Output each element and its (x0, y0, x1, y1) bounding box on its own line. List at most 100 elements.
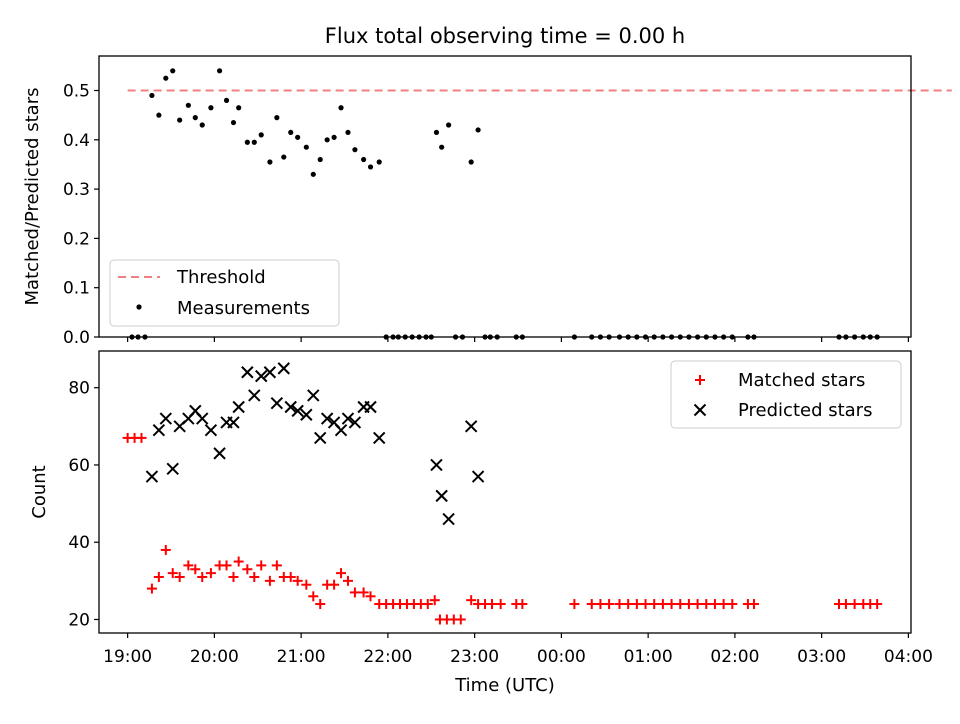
predicted-point (166, 462, 179, 476)
bottom-panel: 20 40 60 80 19:00 20:00 21:00 22:00 23:00 00:00 0… (29, 350, 933, 696)
predicted-point (314, 431, 327, 445)
matched-point (495, 599, 506, 610)
legend-matched-label: Matched stars (738, 370, 865, 391)
top-panel: 0.0 0.1 0.2 0.3 0.4 0.5 Matched/Predicted sta… (22, 55, 952, 348)
measurement-point (310, 171, 316, 177)
measurement-point (288, 129, 294, 136)
measurement-point (331, 134, 337, 140)
top-ytick-label: 0.4 (63, 131, 90, 151)
matched-point (631, 599, 642, 610)
top-ytick-label: 0.3 (63, 180, 90, 200)
matched-point (517, 599, 528, 610)
measurement-point (367, 164, 374, 170)
predicted-point (204, 423, 218, 437)
matched-point (872, 599, 883, 610)
predicted-point (232, 400, 245, 414)
measurement-point (274, 115, 280, 121)
predicted-point (255, 369, 268, 383)
xtick-label: 02:00 (710, 647, 759, 667)
top-y-ticks: 0.0 0.1 0.2 0.3 0.4 0.5 (63, 82, 99, 348)
predicted-point (263, 366, 277, 379)
matched-point (675, 599, 686, 610)
matched-point (228, 571, 239, 582)
matched-point (242, 564, 253, 575)
matched-point (349, 587, 360, 598)
xtick-label: 21:00 (277, 647, 326, 667)
matched-point (649, 599, 660, 610)
predicted-point (291, 404, 304, 418)
xtick-label: 01:00 (624, 647, 673, 667)
xtick-label: 00:00 (537, 647, 586, 667)
legend-threshold-label: Threshold (176, 267, 266, 288)
matched-point (358, 587, 369, 598)
matched-point (249, 571, 260, 582)
matched-point (840, 599, 851, 610)
xtick-label: 19:00 (103, 647, 152, 667)
measurement-point (468, 159, 474, 165)
top-axes-frame (98, 55, 912, 338)
xtick-label: 03:00 (797, 647, 846, 667)
bottom-ytick-label: 40 (68, 533, 90, 553)
measurement-point (475, 127, 481, 133)
legend-matched-marker (695, 375, 705, 385)
bottom-ytick-label: 80 (68, 379, 90, 399)
matched-point (271, 560, 282, 571)
matched-point (329, 579, 340, 590)
predicted-point (348, 416, 362, 429)
matched-point (174, 571, 185, 582)
matched-point (727, 599, 738, 610)
matched-point (614, 599, 625, 610)
xtick-label: 04:00 (884, 647, 933, 667)
predicted-point (435, 489, 448, 503)
bottom-ytick-label: 60 (68, 456, 90, 476)
predicted-point (213, 447, 226, 460)
top-legend-box (109, 259, 340, 327)
bottom-axes-frame (98, 350, 912, 634)
matched-point (422, 599, 433, 610)
matched-point (709, 599, 720, 610)
matched-point (342, 575, 353, 586)
measurement-point (295, 134, 301, 140)
bottom-x-ticks: 19:00 20:00 21:00 22:00 23:00 00:00 01:00 02:00… (103, 633, 933, 667)
matched-point (233, 556, 244, 567)
predicted-point (159, 412, 173, 425)
measurement-point (185, 102, 191, 108)
matched-point (429, 595, 440, 606)
matched-point (486, 599, 497, 610)
measurement-point (199, 122, 205, 128)
predicted-point (270, 396, 284, 410)
measurement-point (281, 154, 287, 160)
matched-points (122, 432, 883, 625)
matched-point (292, 575, 303, 586)
matched-point (167, 568, 178, 579)
predicted-point (241, 366, 254, 379)
measurement-point (345, 129, 351, 136)
measurement-point (303, 144, 309, 150)
measurement-point (177, 117, 183, 123)
matched-point (264, 575, 275, 586)
matched-point (586, 599, 597, 610)
top-legend: Threshold Measurements (109, 259, 340, 327)
measurement-point (433, 129, 440, 136)
predicted-point (307, 389, 320, 402)
top-y-axis-label: Matched/Predicted stars (22, 88, 43, 306)
predicted-point (442, 512, 455, 526)
measurement-point (439, 144, 445, 150)
predicted-point (277, 362, 290, 375)
bottom-y-axis-label: Count (29, 465, 50, 518)
matched-point (701, 599, 712, 610)
matched-point (623, 599, 634, 610)
predicted-point (145, 470, 159, 483)
top-ytick-label: 0.0 (63, 328, 90, 348)
matched-point (315, 599, 326, 610)
predicted-point (464, 420, 478, 433)
measurement-point (163, 75, 169, 81)
predicted-point (341, 412, 355, 425)
measurement-point (258, 132, 264, 138)
legend-measurements-swatch (136, 304, 142, 310)
top-x-ticks (127, 337, 909, 342)
matched-point (256, 560, 267, 571)
predicted-points (145, 362, 485, 526)
measurement-point (149, 92, 155, 99)
